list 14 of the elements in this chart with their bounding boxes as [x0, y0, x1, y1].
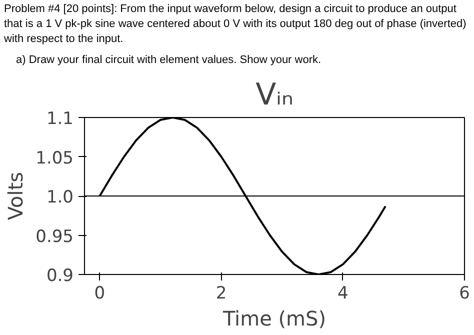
text: Problem #4 [20 points]: From the input waveform below, design a circuit to produce an output that is a 1 V pk-pk sine wave centered about 0 V with its output 180 deg out of phase (inverted) with respect to the input. [4, 2, 468, 47]
x-tick-label: 6 [459, 283, 470, 304]
text: a) Draw your final circuit with element values. Show your work. [16, 52, 322, 68]
y-tick-label: 1.1 [46, 108, 74, 129]
y-tick-label: 1.0 [46, 187, 74, 208]
y-axis-title: Volts [4, 172, 28, 220]
y-tick-label: 1.05 [36, 148, 74, 168]
y-tick-label: 0.95 [36, 226, 74, 247]
y-tick-label: 0.9 [46, 266, 74, 286]
x-axis-title: Time (mS) [222, 306, 326, 330]
x-tick-label: 0 [94, 283, 106, 304]
chart-title: Vᵢₙ [256, 77, 294, 112]
x-tick-label: 2 [216, 283, 227, 304]
x-tick-label: 4 [337, 283, 348, 304]
